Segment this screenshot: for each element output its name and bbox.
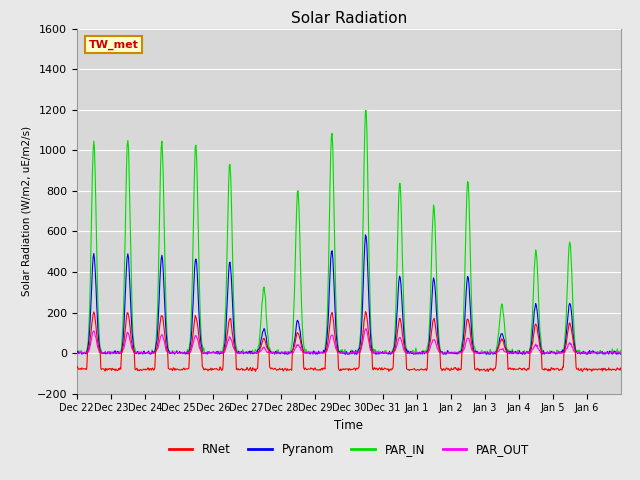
PAR_IN <box>264 336 272 342</box>
Pyranom <box>617 351 625 357</box>
PAR_OUT <box>264 349 272 355</box>
Pyranom <box>264 346 272 351</box>
RNet <box>436 348 444 354</box>
PAR_IN <box>437 349 445 355</box>
Pyranom <box>138 349 145 355</box>
PAR_OUT <box>617 350 625 356</box>
RNet <box>237 367 244 372</box>
Line: Pyranom: Pyranom <box>77 235 621 354</box>
Title: Solar Radiation: Solar Radiation <box>291 11 407 26</box>
PAR_IN <box>74 350 81 356</box>
PAR_IN <box>73 349 81 355</box>
PAR_OUT <box>285 350 292 356</box>
Pyranom <box>78 351 86 357</box>
PAR_IN <box>362 108 369 113</box>
PAR_OUT <box>437 350 445 356</box>
Pyranom <box>237 349 245 355</box>
Line: PAR_OUT: PAR_OUT <box>77 329 621 353</box>
RNet <box>264 346 271 352</box>
PAR_IN <box>237 350 245 356</box>
PAR_OUT <box>73 350 81 356</box>
PAR_OUT <box>406 350 414 356</box>
Text: TW_met: TW_met <box>89 40 139 50</box>
Pyranom <box>285 349 292 355</box>
RNet <box>406 368 413 373</box>
PAR_OUT <box>138 349 145 355</box>
PAR_IN <box>617 348 625 353</box>
RNet <box>73 365 81 371</box>
RNet <box>137 366 145 372</box>
X-axis label: Time: Time <box>334 419 364 432</box>
RNet <box>362 309 369 314</box>
PAR_IN <box>285 349 292 355</box>
PAR_OUT <box>74 350 81 356</box>
Line: RNet: RNet <box>77 312 621 372</box>
PAR_IN <box>406 350 414 356</box>
Legend: RNet, Pyranom, PAR_IN, PAR_OUT: RNet, Pyranom, PAR_IN, PAR_OUT <box>164 438 534 461</box>
Pyranom <box>73 351 81 357</box>
PAR_OUT <box>362 326 370 332</box>
Pyranom <box>437 349 445 355</box>
Y-axis label: Solar Radiation (W/m2, uE/m2/s): Solar Radiation (W/m2, uE/m2/s) <box>21 126 31 296</box>
Pyranom <box>406 349 414 355</box>
PAR_IN <box>138 348 145 354</box>
RNet <box>617 365 625 371</box>
Pyranom <box>362 232 369 238</box>
RNet <box>579 369 586 374</box>
PAR_OUT <box>237 350 245 356</box>
Line: PAR_IN: PAR_IN <box>77 110 621 353</box>
RNet <box>284 367 292 372</box>
